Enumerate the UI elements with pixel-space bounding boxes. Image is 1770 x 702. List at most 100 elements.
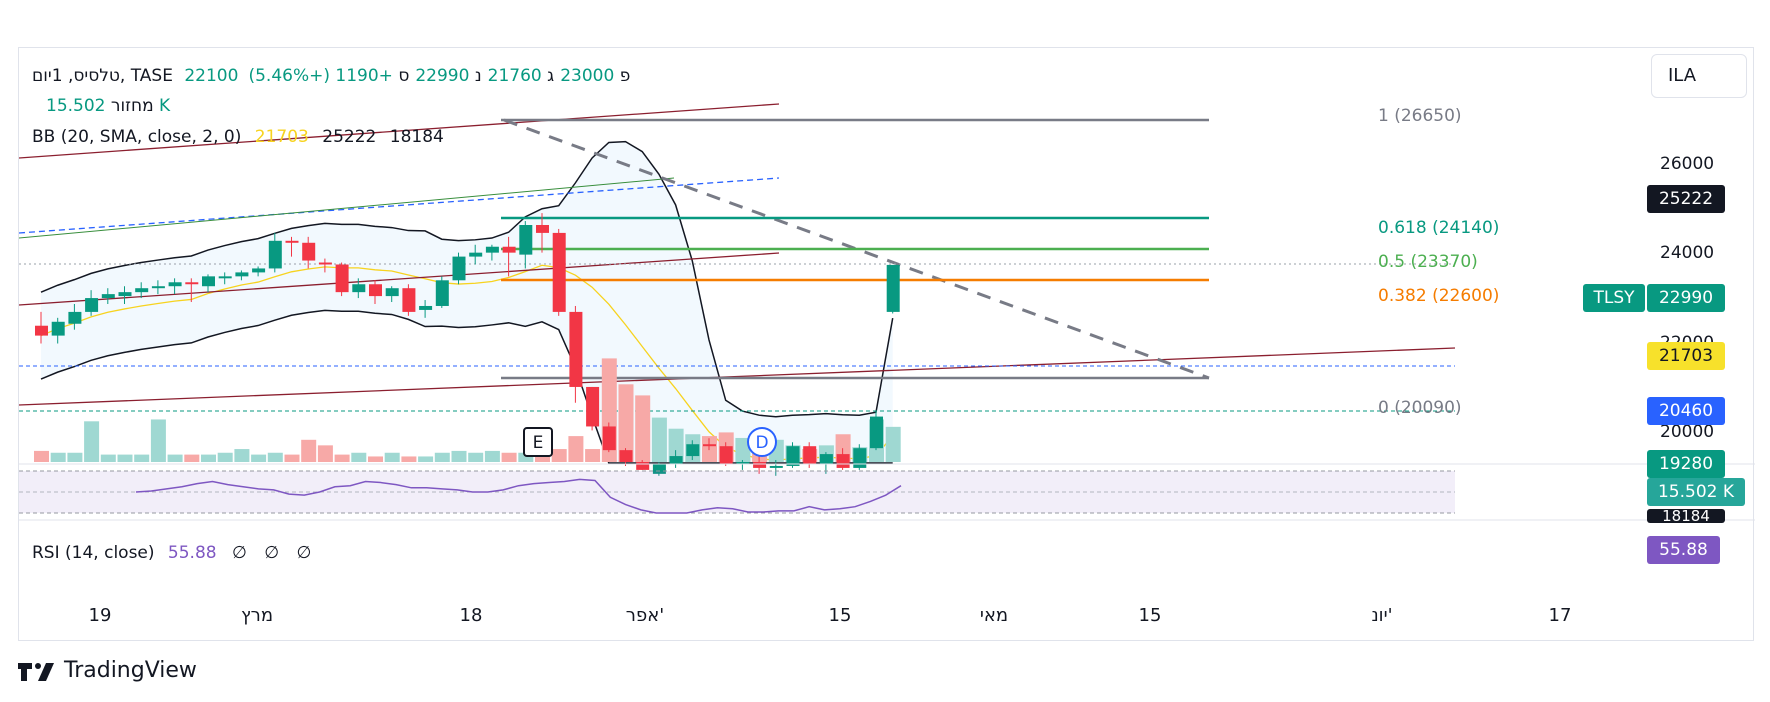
candle-body [135,288,149,293]
candle-body [552,232,566,312]
high-value: 23000 [560,66,615,86]
bb-basis-badge: 21703 [1647,342,1725,370]
volume-bar [201,454,216,462]
bb-basis-value: 21703 [254,127,309,147]
low-value: 21760 [487,66,542,86]
volume-bar [50,452,66,462]
fib-label-1: 1 (26650) [1378,106,1462,126]
volume-bar [501,452,517,462]
candle-body [736,462,750,464]
volume-bar [568,436,584,462]
earnings-marker [523,427,553,457]
bb-lower-line [40,309,893,464]
open-label: פ [619,66,631,86]
volume-bar [468,452,484,462]
rsi-na-2: ∅ [264,543,280,563]
volume-bar [401,456,417,462]
high-label: ג [547,66,555,86]
candle-body [369,284,382,297]
bb-lower-badge: 18184 [1647,509,1725,523]
volume-bar [184,454,200,462]
candle-body [101,294,115,299]
volume-bar [217,452,233,462]
trendline-gray-dashed [503,118,1210,380]
bb-fill [41,141,893,463]
bb-label: BB (20, SMA, close, 2, 0) [32,127,242,147]
candle-body [402,288,416,312]
volume-bar [451,450,467,462]
candle-body [719,446,733,464]
volume-label: מחזור [110,96,154,116]
volume-bar [67,452,83,462]
volume-bar [284,454,300,462]
candle-body [452,256,466,281]
volume-legend: מחזור 15.502 K [32,96,170,116]
candle-body [769,465,783,468]
candle-body [151,286,165,289]
volume-value: 15.502 K [46,96,171,116]
candle-body [886,264,900,312]
bb-legend: BB (20, SMA, close, 2, 0) 21703 25222 18… [32,127,444,147]
volume-bar [334,454,350,462]
price-tick: 24000 [1660,243,1715,263]
time-tick: יונ' [1371,605,1393,626]
low-label: נ [474,66,482,86]
candle-body [218,276,232,279]
rsi-na-1: ∅ [232,543,247,563]
candle-body [285,240,299,243]
candle-body [252,268,266,273]
volume-bar [384,452,400,462]
candle-body [419,305,433,310]
volume-badge: 15.502 K [1647,478,1745,506]
price-tick: 20000 [1660,422,1715,442]
currency-button[interactable]: ILA [1651,54,1747,98]
bb-upper-badge: 25222 [1647,185,1725,213]
candle-body [753,462,767,468]
time-tick: אפר' [625,605,665,626]
time-tick: 19 [88,605,112,626]
volume-bar [100,454,116,462]
line-b-badge: 19280 [1647,450,1725,478]
candle-body [619,450,633,462]
volume-bar [885,426,901,462]
candle-body [602,426,616,451]
time-tick: מאי [979,605,1009,626]
dividend-marker [747,427,777,457]
volume-bar [368,456,383,462]
line-a-badge: 20460 [1647,397,1725,425]
tradingview-icon [18,662,54,681]
volume-bar [618,384,634,462]
time-tick: 15 [1138,605,1162,626]
volume-bar [84,421,100,462]
candle-body [519,225,533,255]
symbol-badge: TLSY [1583,284,1645,312]
candle-body [318,262,332,265]
candle-body [118,292,132,297]
time-tick: מרץ [240,605,274,626]
bb-lower-value: 18184 [389,127,444,147]
candle-body [68,311,82,324]
candle-body [819,454,833,464]
rsi-legend: RSI (14, close) 55.88 ∅ ∅ ∅ [32,543,311,563]
candle-body [502,246,516,253]
close-value: 22990 [415,66,470,86]
open-value: 22100 [184,66,239,86]
candle-body [202,276,215,287]
trendline-dashed-blue [19,177,780,234]
volume-bar [418,456,434,462]
candle-body [569,311,583,387]
volume-bar [551,449,567,462]
time-tick: 18 [459,605,483,626]
rsi-line [135,478,902,514]
volume-bar [351,452,367,462]
candle-body [185,282,199,285]
volume-bar [251,454,267,462]
tradingview-logo[interactable]: TradingView [18,658,197,683]
volume-bar [484,450,500,462]
candle-body [703,444,716,447]
candle-body [536,225,549,233]
candle-body [803,446,817,464]
candle-body [85,298,99,312]
volume-bar [735,437,751,462]
